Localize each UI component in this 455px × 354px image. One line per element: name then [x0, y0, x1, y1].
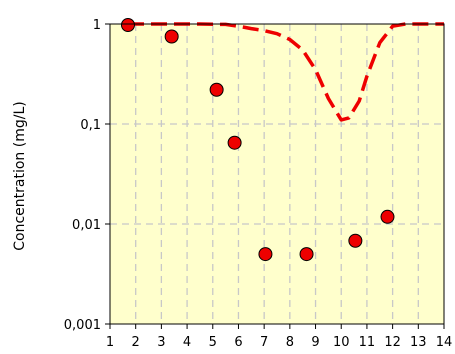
x-tick-label: 2 [132, 335, 140, 350]
y-axis-tick-labels: 0,001 0,01 0,1 1 [64, 18, 101, 333]
x-tick-label: 4 [183, 335, 191, 350]
data-point [120, 18, 135, 32]
y-tick-label: 0,01 [72, 218, 101, 233]
x-tick-label: 8 [286, 335, 294, 350]
x-tick-label: 10 [333, 335, 350, 350]
data-point [348, 233, 363, 248]
plot-frame [109, 23, 445, 325]
x-tick-label: 3 [157, 335, 165, 350]
data-point [209, 82, 224, 97]
plot-area [110, 24, 444, 324]
x-axis-tick-labels: 1 2 3 4 5 6 7 8 9 10 11 12 13 14 [106, 335, 452, 350]
x-tick-label: 6 [234, 335, 242, 350]
x-tick-label: 9 [311, 335, 319, 350]
y-tick-label: 1 [93, 18, 101, 33]
data-point [227, 135, 242, 150]
data-point [299, 247, 314, 262]
y-tick-label: 0,1 [80, 118, 101, 133]
scatter-series [120, 18, 395, 262]
x-tick-label: 5 [209, 335, 217, 350]
x-tick-label: 14 [436, 335, 453, 350]
axis-ticks [105, 23, 445, 329]
x-tick-label: 1 [106, 335, 114, 350]
x-tick-label: 12 [384, 335, 401, 350]
x-tick-label: 7 [260, 335, 268, 350]
data-point [164, 29, 179, 44]
y-tick-label: 0,001 [64, 318, 101, 333]
y-axis-title: Concentration (mg/L) [12, 101, 28, 250]
x-tick-label: 13 [410, 335, 427, 350]
data-point [380, 209, 395, 224]
grid-lines [110, 24, 444, 324]
data-point [258, 247, 273, 262]
x-tick-label: 11 [359, 335, 376, 350]
